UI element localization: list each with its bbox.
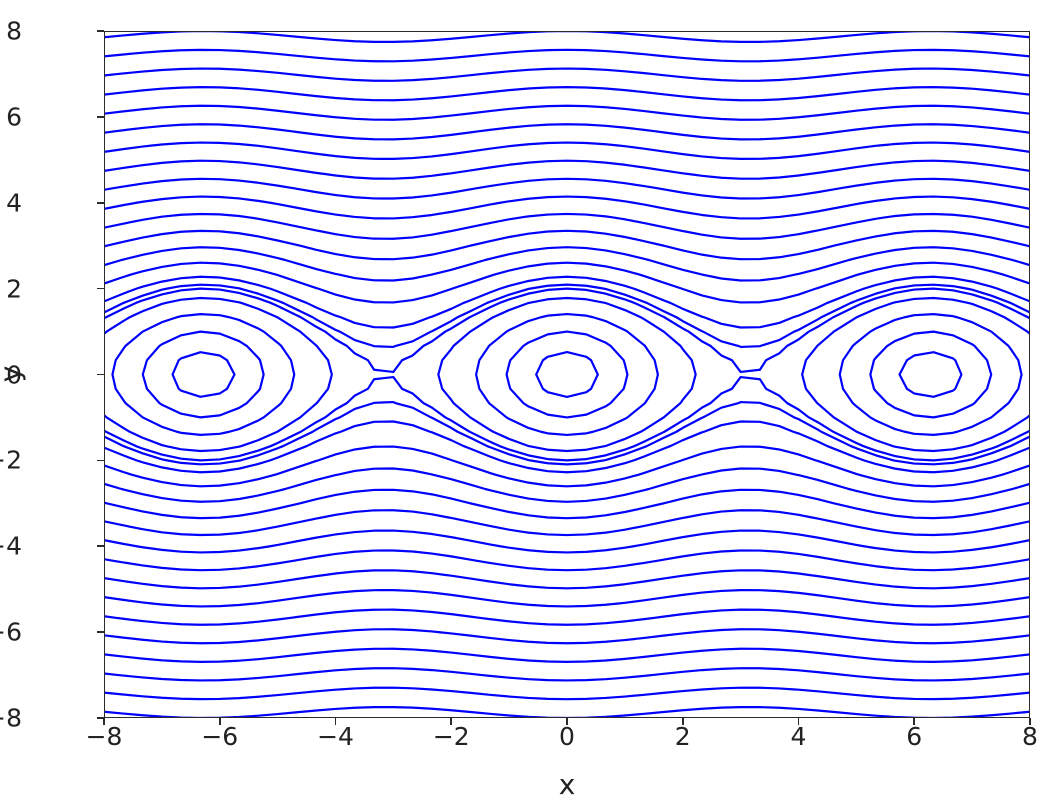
- x-tickmark: [103, 718, 105, 725]
- y-tickmark: [97, 631, 104, 633]
- contour-path: [104, 229, 1030, 261]
- contour-path: [104, 296, 333, 453]
- x-tickmark: [797, 718, 800, 725]
- x-tickmark: [218, 718, 221, 725]
- contour-path: [104, 686, 1030, 701]
- contour-path: [104, 141, 1030, 160]
- contour-path: [104, 177, 1030, 200]
- contour-path: [104, 283, 1030, 349]
- y-tickmark: [97, 201, 104, 204]
- contour-path: [104, 86, 1030, 102]
- contour-path: [141, 330, 265, 419]
- contour-path: [104, 509, 1030, 537]
- contour-path: [104, 589, 1030, 608]
- contour-path: [104, 31, 1030, 44]
- x-axis-label: x: [558, 768, 576, 801]
- phase-portrait-figure: −8 −6 −4 −2 0 2 4 6 8 −8 −6 −4 −2 0 2 4 6 8 y x: [0, 16, 1038, 801]
- y-tick-label: −8: [0, 703, 22, 733]
- plot-area: [104, 31, 1030, 718]
- y-tick-label: −6: [0, 617, 22, 647]
- x-tick-label: −4: [317, 722, 354, 751]
- x-tick-label: −8: [85, 722, 123, 751]
- x-tickmark: [566, 718, 568, 725]
- y-tick-label: 0: [6, 360, 22, 389]
- y-tickmark: [97, 116, 104, 118]
- contour-path: [104, 445, 1030, 488]
- contour-path: [104, 488, 1030, 520]
- y-tickmark: [97, 545, 104, 548]
- contour-path: [505, 330, 629, 419]
- contour-path: [104, 529, 1030, 554]
- contour-path: [104, 275, 1030, 329]
- y-tickmark: [97, 373, 104, 376]
- contour-path: [104, 400, 1030, 466]
- contour-path: [535, 350, 599, 399]
- contour-path: [838, 313, 1023, 436]
- x-tick-label: 8: [1022, 722, 1038, 751]
- contour-path: [104, 67, 1030, 82]
- x-tickmark: [450, 718, 453, 725]
- x-tick-label: 0: [559, 722, 575, 751]
- x-tickmark: [913, 718, 916, 725]
- y-tick-label: 4: [6, 188, 22, 218]
- x-tickmark: [681, 718, 684, 725]
- contour-path: [104, 467, 1030, 503]
- contour-path: [104, 628, 1030, 645]
- contour-path: [104, 647, 1030, 663]
- y-tickmark: [97, 459, 104, 462]
- contour-path: [104, 549, 1030, 572]
- contour-path: [104, 608, 1030, 626]
- contour-path: [801, 296, 1030, 453]
- x-tickmark: [334, 718, 337, 725]
- x-tick-label: 2: [674, 722, 691, 751]
- contour-path: [104, 123, 1030, 141]
- contour-path: [104, 48, 1030, 63]
- contour-path: [104, 212, 1030, 240]
- contour-path: [104, 104, 1030, 121]
- contour-path: [437, 296, 697, 453]
- contour-path: [869, 330, 993, 419]
- y-tick-label: 2: [6, 274, 22, 304]
- contour-path: [104, 159, 1030, 180]
- x-tick-label: −2: [432, 722, 470, 751]
- y-tickmark: [97, 30, 104, 32]
- contour-path: [171, 351, 236, 398]
- contour-path: [104, 287, 1030, 374]
- y-tick-label: −2: [0, 445, 22, 475]
- y-tick-label: −4: [0, 531, 22, 561]
- contour-lines: [104, 31, 1030, 718]
- y-tickmark: [97, 717, 104, 719]
- contour-path: [104, 420, 1030, 474]
- x-tick-label: −6: [201, 722, 239, 751]
- contour-path: [104, 667, 1030, 682]
- x-tick-label: 4: [790, 722, 807, 751]
- contour-path: [475, 312, 659, 437]
- contour-path: [898, 351, 963, 398]
- y-axis-label: y: [0, 366, 27, 383]
- contour-path: [104, 705, 1030, 718]
- contour-path: [111, 313, 296, 436]
- x-tick-label: 6: [906, 722, 923, 751]
- y-tick-label: 8: [6, 16, 22, 46]
- contour-path: [104, 261, 1030, 304]
- contour-path: [104, 246, 1030, 282]
- x-tickmark: [1029, 718, 1031, 725]
- y-tick-label: 6: [6, 102, 22, 132]
- contour-path: [104, 375, 1030, 462]
- contour-path: [104, 569, 1030, 590]
- contour-path: [104, 195, 1030, 220]
- y-tickmark: [97, 287, 104, 290]
